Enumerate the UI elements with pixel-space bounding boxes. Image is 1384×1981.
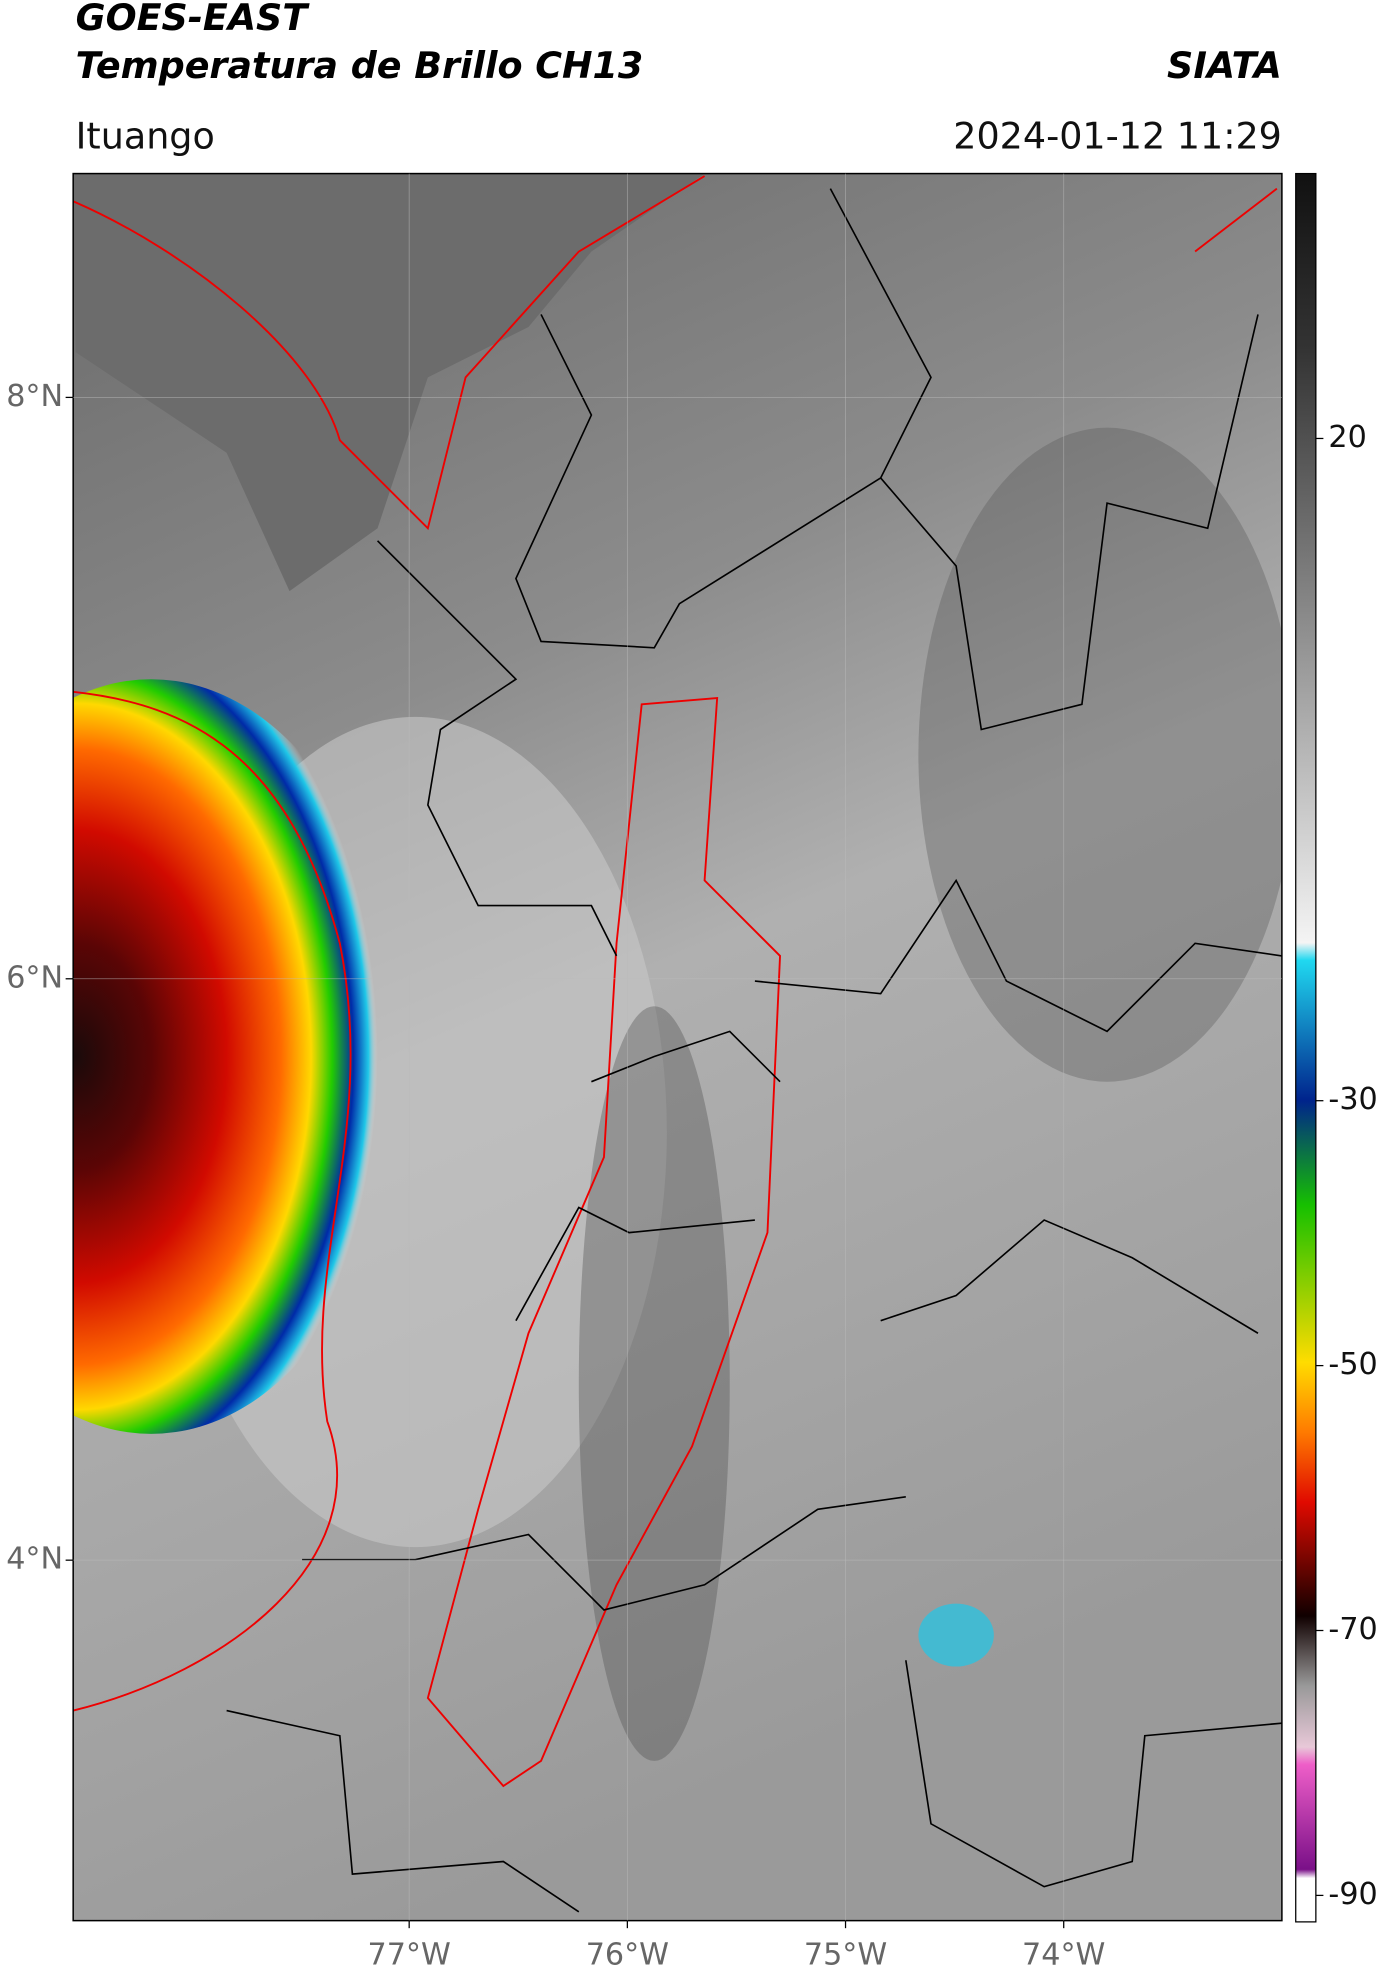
subtitle: Temperatura de Brillo CH13 — [76, 44, 644, 87]
lat-tick-label: 4°N — [6, 1542, 63, 1577]
colorbar-tick-label: -50 — [1328, 1347, 1377, 1382]
lon-tick-label: 77°W — [368, 1937, 451, 1972]
datetime: 2024-01-12 11:29 — [953, 114, 1282, 157]
map-frame — [72, 172, 1283, 1922]
colorbar — [1295, 172, 1317, 1923]
colorbar-tick-label: 20 — [1328, 420, 1366, 455]
title: GOES-EAST — [76, 0, 311, 39]
lon-tick-label: 75°W — [804, 1937, 887, 1972]
colorbar-tick-label: -90 — [1328, 1877, 1377, 1912]
colorbar-tick-label: -30 — [1328, 1082, 1377, 1117]
lon-tick-label: 74°W — [1022, 1937, 1105, 1972]
credit: SIATA — [1167, 44, 1282, 87]
lon-tick-label: 76°W — [586, 1937, 669, 1972]
map-image — [73, 173, 1282, 1921]
colorbar-tick-label: -70 — [1328, 1612, 1377, 1647]
location: Ituango — [76, 114, 215, 157]
lat-tick-label: 6°N — [6, 960, 63, 995]
lat-tick-label: 8°N — [6, 379, 63, 414]
